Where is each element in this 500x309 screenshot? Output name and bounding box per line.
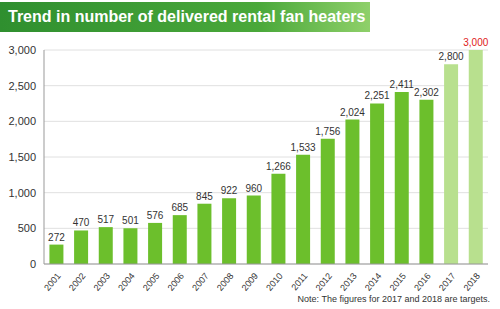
svg-text:0: 0 bbox=[30, 258, 36, 270]
svg-text:2,302: 2,302 bbox=[414, 87, 439, 98]
svg-text:517: 517 bbox=[97, 214, 114, 225]
svg-text:1,533: 1,533 bbox=[291, 142, 316, 153]
svg-text:2017: 2017 bbox=[437, 271, 458, 293]
svg-text:2,411: 2,411 bbox=[390, 79, 415, 90]
svg-text:576: 576 bbox=[147, 210, 164, 221]
svg-text:1,000: 1,000 bbox=[8, 187, 36, 199]
svg-text:2,251: 2,251 bbox=[365, 90, 390, 101]
svg-text:2002: 2002 bbox=[67, 271, 88, 293]
svg-text:2010: 2010 bbox=[264, 271, 285, 293]
svg-text:2013: 2013 bbox=[338, 271, 359, 293]
svg-text:2006: 2006 bbox=[166, 271, 187, 293]
svg-text:960: 960 bbox=[245, 183, 262, 194]
svg-text:2003: 2003 bbox=[92, 271, 113, 293]
svg-text:1,500: 1,500 bbox=[8, 151, 36, 163]
svg-text:2015: 2015 bbox=[388, 271, 409, 293]
svg-text:470: 470 bbox=[73, 217, 90, 228]
svg-text:2007: 2007 bbox=[190, 271, 211, 293]
svg-text:922: 922 bbox=[221, 185, 238, 196]
svg-text:2016: 2016 bbox=[412, 271, 433, 293]
svg-text:2014: 2014 bbox=[363, 271, 384, 293]
svg-text:2,800: 2,800 bbox=[439, 51, 464, 62]
svg-text:2001: 2001 bbox=[42, 271, 63, 293]
svg-text:2005: 2005 bbox=[141, 271, 162, 293]
svg-text:1,266: 1,266 bbox=[266, 161, 291, 172]
svg-text:2008: 2008 bbox=[215, 271, 236, 293]
svg-text:500: 500 bbox=[18, 222, 36, 234]
svg-text:1,756: 1,756 bbox=[315, 126, 340, 137]
svg-text:845: 845 bbox=[196, 191, 213, 202]
html-text:Note: The figures for 2017 and: Note: The figures for 2017 and 2018 are … bbox=[297, 294, 490, 304]
svg-text:685: 685 bbox=[171, 202, 188, 213]
svg-text:2018: 2018 bbox=[462, 271, 483, 293]
svg-text:272: 272 bbox=[48, 232, 65, 243]
svg-text:2004: 2004 bbox=[116, 271, 137, 293]
svg-text:3,000: 3,000 bbox=[8, 44, 36, 56]
svg-text:3,000: 3,000 bbox=[463, 37, 488, 48]
svg-text:2,000: 2,000 bbox=[8, 115, 36, 127]
svg-text:2011: 2011 bbox=[289, 271, 309, 292]
svg-text:2009: 2009 bbox=[240, 271, 261, 293]
svg-text:2,500: 2,500 bbox=[8, 80, 36, 92]
svg-text:2,024: 2,024 bbox=[340, 107, 365, 118]
svg-text:501: 501 bbox=[122, 215, 139, 226]
svg-text:2012: 2012 bbox=[314, 271, 335, 293]
html-text:Trend in number of delivered r: Trend in number of delivered rental fan … bbox=[8, 8, 366, 25]
